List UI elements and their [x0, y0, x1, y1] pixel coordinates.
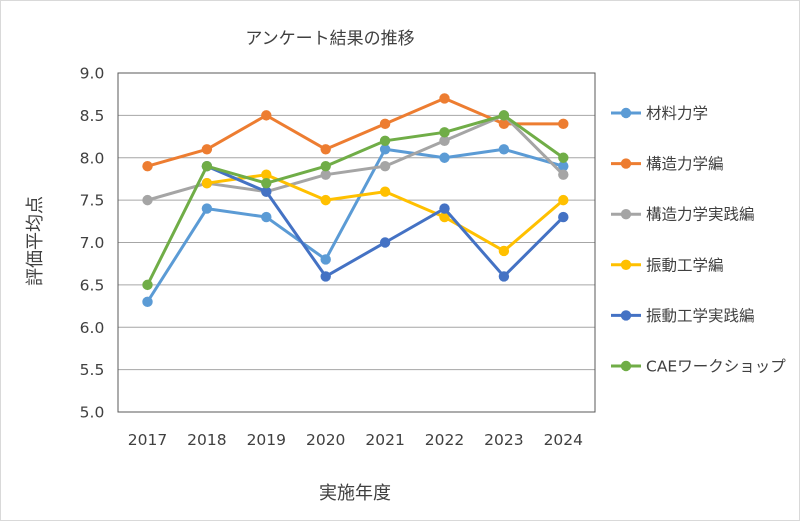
series-line: [147, 96, 564, 168]
legend-label: 構造力学編: [646, 155, 724, 173]
y-tick-label: 7.5: [80, 192, 105, 210]
data-point: [142, 161, 153, 172]
x-tick-label: 2024: [544, 431, 583, 449]
x-tick-label: 2019: [247, 431, 286, 449]
data-point: [201, 203, 213, 214]
x-tick-label: 2023: [484, 431, 523, 449]
x-axis-ticks: 2017 2018 2019 2020 2021 2022 2023 2024: [128, 431, 583, 449]
legend-marker: [620, 158, 632, 169]
data-point: [558, 161, 569, 172]
plot-area-border: [117, 72, 596, 413]
legend-marker: [620, 360, 632, 372]
y-tick-label: 9.0: [80, 65, 105, 83]
data-point: [558, 211, 569, 223]
data-point: [261, 110, 272, 121]
y-axis-ticks: 5.0 5.5 6.0 6.5 7.0 7.5 8.0 8.5 9.0: [80, 65, 105, 422]
legend-item: 構造力学編: [611, 155, 724, 173]
y-tick-label: 5.5: [80, 361, 105, 379]
y-axis-label: 評価平均点: [25, 196, 46, 286]
data-point: [498, 118, 510, 130]
data-point: [498, 110, 510, 121]
data-point: [439, 135, 450, 146]
data-point: [379, 135, 391, 146]
x-tick-label: 2020: [306, 431, 345, 449]
data-point: [558, 194, 569, 206]
data-point: [320, 194, 331, 206]
data-point: [320, 144, 331, 155]
x-axis-label: 実施年度: [319, 483, 391, 504]
legend-item: 構造力学実践編: [611, 206, 755, 224]
x-tick-label: 2017: [128, 431, 167, 449]
y-tick-label: 7.0: [80, 234, 105, 252]
series-1: [142, 144, 569, 308]
series-line: [146, 113, 565, 286]
x-tick-label: 2021: [365, 431, 404, 449]
data-point: [201, 177, 213, 189]
series-group: [142, 93, 569, 308]
data-point: [142, 279, 153, 291]
data-point: [261, 169, 272, 180]
series-6: [142, 110, 569, 291]
data-point: [558, 152, 569, 163]
y-tick-label: 6.0: [80, 319, 105, 337]
data-point: [558, 169, 569, 180]
data-point: [261, 186, 272, 197]
legend-item: 振動工学実践編: [611, 307, 755, 325]
data-point: [379, 237, 391, 248]
series-2: [142, 93, 569, 172]
legend-marker: [620, 310, 632, 321]
series-4: [201, 169, 569, 257]
data-point: [498, 245, 510, 257]
x-tick-label: 2022: [425, 431, 464, 449]
data-point: [201, 144, 213, 155]
data-point: [439, 203, 450, 214]
chart-title: アンケート結果の推移: [245, 29, 414, 49]
data-point: [142, 296, 153, 308]
legend-marker: [620, 259, 632, 270]
data-point: [142, 194, 153, 206]
data-point: [261, 211, 272, 223]
data-point: [558, 118, 569, 130]
legend-label: 振動工学実践編: [646, 307, 755, 325]
series-line: [146, 147, 564, 303]
data-point: [379, 118, 391, 130]
legend-label: 構造力学実践編: [646, 206, 755, 224]
data-point: [320, 271, 331, 282]
y-tick-label: 8.0: [80, 149, 105, 167]
data-point: [379, 161, 391, 172]
data-point: [498, 144, 510, 155]
data-point: [320, 254, 331, 265]
data-point: [320, 161, 331, 172]
legend-item: CAEワークショップ: [611, 358, 786, 376]
legend-label: 材料力学: [646, 105, 708, 123]
data-point: [201, 161, 213, 172]
legend-label: 振動工学編: [646, 256, 724, 274]
legend-item: 振動工学編: [611, 256, 724, 274]
legend-item: 材料力学: [611, 105, 708, 123]
y-tick-label: 6.5: [80, 276, 105, 294]
data-point: [439, 152, 450, 163]
data-point: [439, 211, 450, 223]
legend-marker: [620, 209, 632, 220]
data-point: [261, 177, 272, 189]
y-tick-label: 8.5: [80, 107, 105, 125]
data-point: [439, 127, 450, 138]
y-tick-label: 5.0: [80, 404, 105, 422]
x-tick-label: 2018: [187, 431, 226, 449]
data-point: [320, 169, 331, 180]
legend-marker: [620, 107, 632, 119]
legend-label: CAEワークショップ: [646, 358, 786, 376]
data-point: [498, 271, 510, 282]
data-point: [379, 186, 391, 197]
data-point: [439, 93, 450, 104]
data-point: [379, 144, 391, 155]
